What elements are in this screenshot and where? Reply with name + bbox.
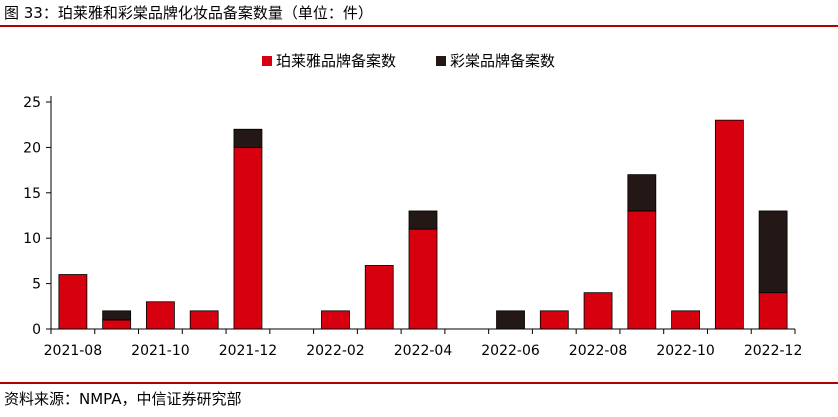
x-tick-label: 2022-10 [656, 343, 715, 359]
x-tick-label: 2021-10 [131, 343, 190, 359]
x-tick-label: 2022-06 [481, 343, 540, 359]
x-tick-label: 2022-12 [744, 343, 803, 359]
x-tick-label: 2021-12 [219, 343, 278, 359]
bar-series-a-2022-07 [539, 310, 569, 330]
stacked-bar-chart: 珀莱雅品牌备案数 彩棠品牌备案数 0 5 10 15 20 25 2021-08 2021-1… [23, 52, 803, 359]
bar-series-b-2022-06 [496, 310, 525, 330]
y-tick-label: 15 [23, 186, 41, 202]
bar-series-a-2022-02 [321, 310, 350, 330]
bar-series-a-2021-09 [102, 319, 132, 330]
bars [58, 119, 788, 330]
figure-title: 图 33：珀莱雅和彩棠品牌化妆品备案数量（单位：件） [4, 4, 373, 22]
bar-series-a-2022-04 [408, 228, 438, 330]
bottom-rule [0, 382, 838, 384]
bar-series-b-2021-12 [233, 128, 263, 148]
x-tick-label: 2022-08 [569, 343, 628, 359]
legend: 珀莱雅品牌备案数 彩棠品牌备案数 [262, 52, 555, 70]
x-tick-label: 2022-02 [306, 343, 365, 359]
bar-series-b-2022-04 [408, 210, 438, 230]
x-tick-label: 2021-08 [44, 343, 103, 359]
bar-series-a-2022-09 [627, 210, 657, 330]
x-tick-label: 2022-04 [394, 343, 453, 359]
bar-series-b-2022-12 [758, 210, 788, 294]
bar-series-b-2021-09 [102, 310, 132, 321]
y-axis: 0 5 10 15 20 25 [23, 95, 52, 338]
bar-series-b-2022-09 [627, 174, 657, 212]
bar-series-a-2022-10 [671, 310, 700, 330]
y-tick-label: 20 [23, 140, 41, 156]
y-tick-label: 25 [23, 95, 41, 111]
bar-series-a-2021-11 [189, 310, 219, 330]
x-axis: 2021-08 2021-10 2021-12 2022-02 2022-04 2022-… [44, 328, 803, 359]
bar-series-a-2021-08 [58, 274, 88, 330]
legend-swatch-a [262, 56, 272, 66]
bar-series-a-2022-11 [714, 119, 744, 330]
y-tick-label: 0 [32, 322, 41, 338]
legend-swatch-b [436, 56, 446, 66]
legend-label-a: 珀莱雅品牌备案数 [276, 52, 396, 70]
bar-series-a-2021-12 [233, 147, 263, 330]
bar-series-a-2022-08 [583, 292, 613, 330]
bar-series-a-2021-10 [146, 301, 175, 330]
legend-label-b: 彩棠品牌备案数 [450, 52, 555, 70]
bar-series-a-2022-03 [364, 265, 394, 330]
source-note: 资料来源：NMPA，中信证券研究部 [4, 390, 242, 408]
bar-series-a-2022-12 [758, 292, 788, 330]
y-tick-label: 5 [32, 277, 41, 293]
y-tick-label: 10 [23, 231, 41, 247]
top-rule [0, 25, 838, 27]
